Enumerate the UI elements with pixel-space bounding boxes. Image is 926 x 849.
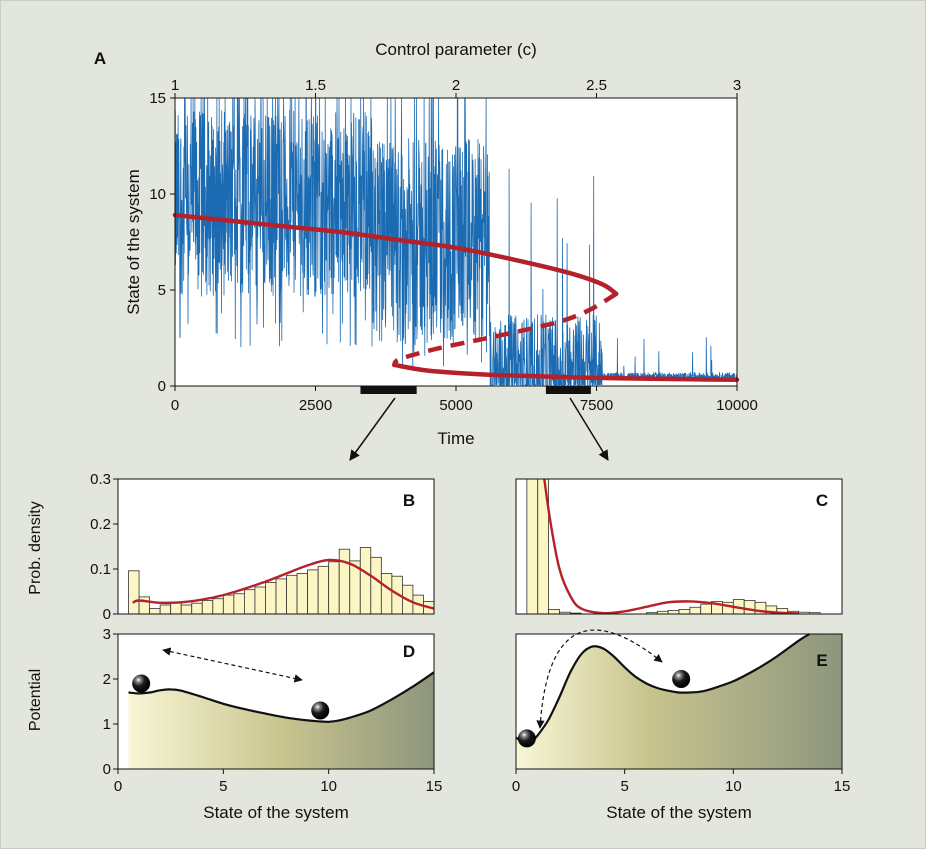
series-branch-1 — [172, 212, 619, 297]
density-fit-b — [132, 558, 434, 610]
x-tick-label-d: 10 — [320, 778, 337, 795]
transition-arrow-e — [536, 629, 663, 729]
y-tick-label-d: 3 — [103, 626, 111, 643]
histogram-bar-b — [296, 573, 309, 614]
potential-curve-d — [128, 671, 435, 723]
histogram-bar-b — [159, 604, 172, 614]
y-tick-label-a: 15 — [149, 90, 166, 107]
top-tick-label-a: 1 — [171, 77, 179, 94]
histogram-bar-c — [689, 606, 702, 614]
histogram-bar-b — [380, 573, 393, 614]
y-tick-label-a: 0 — [158, 378, 166, 395]
histogram-bar-c — [700, 603, 713, 614]
arrow-to-c — [569, 397, 609, 461]
histogram-bar-b — [265, 582, 277, 614]
histogram-bar-c — [809, 612, 821, 614]
y-tick-label-b: 0.3 — [90, 471, 111, 488]
x-tick-label-a: 5000 — [439, 397, 472, 414]
histogram-bar-c — [526, 479, 539, 614]
histogram-bar-c — [537, 479, 550, 614]
x-tick-label-a: 0 — [171, 397, 179, 414]
ball-d-2 — [311, 701, 330, 720]
x-axis-title-d: State of the system — [203, 803, 349, 822]
x-tick-label-e: 0 — [512, 778, 520, 795]
top-tick-label-a: 2 — [452, 77, 460, 94]
y-axis-title-b: Prob. density — [27, 501, 44, 594]
y-tick-label-b: 0.1 — [90, 561, 111, 578]
x-tick-label-d: 5 — [219, 778, 227, 795]
histogram-bar-b — [286, 574, 298, 614]
series-time-series — [175, 98, 737, 386]
y-tick-label-a: 5 — [158, 282, 166, 299]
histogram-bar-b — [243, 589, 256, 614]
x-tick-label-a: 10000 — [716, 397, 758, 414]
x-tick-label-d: 15 — [426, 778, 443, 795]
axes-frame-d — [117, 633, 435, 770]
arrow-to-b — [349, 397, 396, 461]
y-tick-label-b: 0 — [103, 606, 111, 623]
panel-label-d: D — [403, 642, 415, 661]
x-tick-label-a: 7500 — [580, 397, 613, 414]
axes-frame-c — [515, 478, 843, 615]
histogram-bar-b — [370, 556, 382, 614]
histogram-bar-b — [128, 570, 140, 614]
panel-label-e: E — [816, 651, 827, 670]
histogram-bar-b — [180, 604, 193, 614]
ball-e-1 — [517, 729, 536, 748]
histogram-bar-c — [678, 609, 691, 614]
histogram-bar-b — [233, 593, 245, 614]
histogram-bar-b — [254, 586, 266, 614]
histogram-bar-b — [317, 565, 330, 614]
x-tick-label-a: 2500 — [299, 397, 332, 414]
histogram-bar-b — [149, 608, 161, 614]
x-tick-label-e: 15 — [834, 778, 851, 795]
histogram-bar-b — [338, 548, 351, 614]
histogram-bar-c — [548, 609, 560, 614]
series-branch-3 — [391, 362, 740, 382]
series-branch-2 — [392, 291, 618, 367]
histogram-bar-c — [667, 610, 680, 614]
axes-frame-b — [117, 478, 435, 615]
potential-area-d — [128, 634, 434, 769]
panel-label-a: A — [94, 49, 106, 68]
plot-area-c — [516, 479, 842, 614]
x-axis-title-a: Time — [437, 429, 474, 448]
axes-frame-e — [515, 633, 843, 770]
y-tick-label-a: 10 — [149, 186, 166, 203]
top-tick-label-a: 3 — [733, 77, 741, 94]
histogram-bar-b — [201, 600, 214, 614]
transition-arrow-d — [162, 647, 303, 683]
sampling-window-2 — [545, 386, 591, 394]
x-tick-label-d: 0 — [114, 778, 122, 795]
panel-label-b: B — [403, 491, 415, 510]
sampling-window-1 — [360, 386, 417, 394]
histogram-bar-b — [275, 578, 287, 614]
y-tick-label-b: 0.2 — [90, 516, 111, 533]
histogram-bar-b — [212, 598, 224, 614]
histogram-bar-c — [743, 600, 756, 614]
top-tick-label-a: 2.5 — [586, 77, 607, 94]
y-tick-label-d: 2 — [103, 671, 111, 688]
ball-d-1 — [132, 674, 151, 693]
ball-e-2 — [672, 670, 691, 688]
y-tick-label-d: 0 — [103, 761, 111, 778]
x-tick-label-e: 5 — [620, 778, 628, 795]
histogram-bar-b — [328, 561, 340, 614]
y-axis-title-a: State of the system — [124, 169, 143, 315]
top-tick-label-a: 1.5 — [305, 77, 326, 94]
histogram-bar-b — [191, 602, 203, 614]
x-tick-label-e: 10 — [725, 778, 742, 795]
top-axis-title-a: Control parameter (c) — [375, 40, 537, 59]
x-axis-title-e: State of the system — [606, 803, 752, 822]
density-fit-c — [543, 479, 799, 614]
histogram-bar-b — [359, 547, 372, 614]
panel-label-c: C — [816, 491, 828, 510]
y-tick-label-d: 1 — [103, 716, 111, 733]
histogram-bar-b — [138, 596, 150, 614]
histogram-bar-b — [307, 569, 319, 614]
histogram-bar-b — [222, 594, 235, 614]
y-axis-title-d: Potential — [27, 669, 44, 731]
histogram-bar-b — [170, 602, 182, 614]
